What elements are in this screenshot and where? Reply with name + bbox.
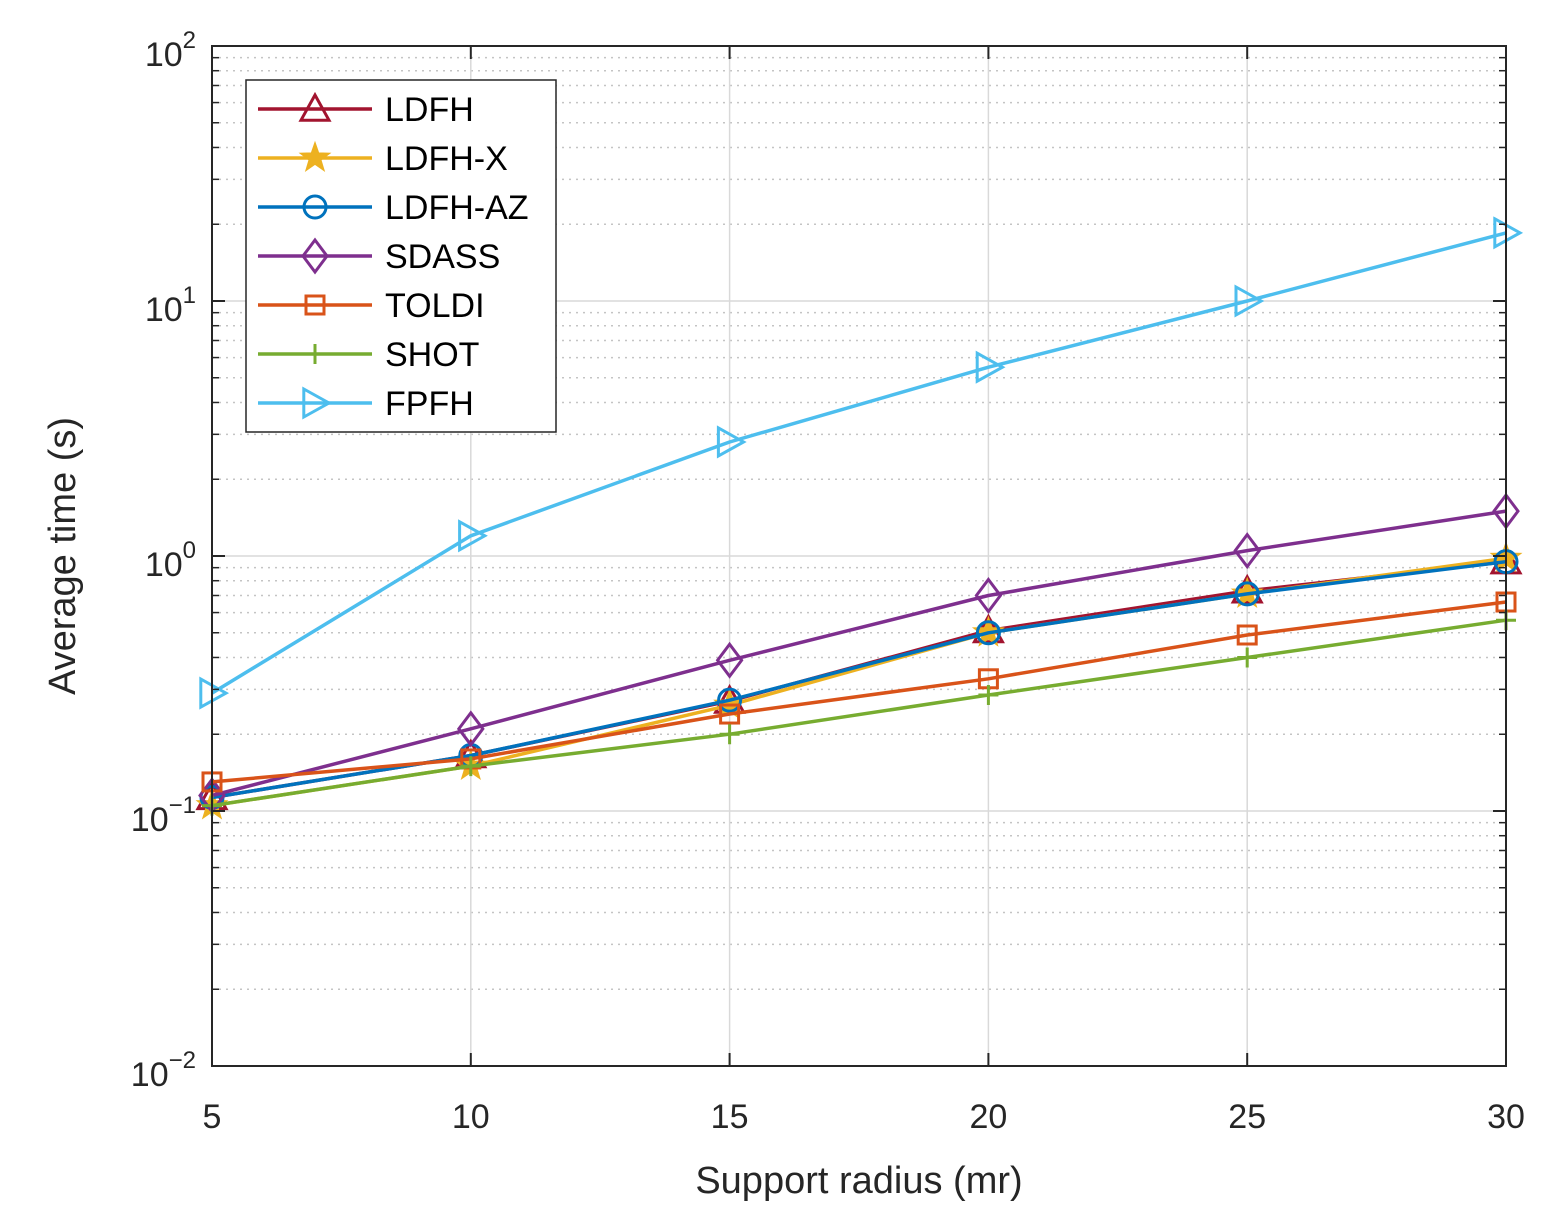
y-tick-labels: 10−2 10−1 100 101 102	[131, 27, 196, 1094]
legend: LDFH LDFH-X LDFH-AZ SDASS TOLDI SHOT FPFH	[245, 79, 557, 433]
series-line-toldi	[211, 600, 1507, 784]
y-axis-label: Average time (s)	[42, 417, 84, 695]
data-point-toldi	[719, 703, 741, 725]
legend-marker	[302, 386, 333, 420]
legend-label: LDFH	[385, 91, 474, 129]
data-point-shot	[1237, 647, 1258, 668]
data-point-fpfh	[1493, 216, 1524, 250]
data-point-ldfh-az	[717, 687, 743, 713]
legend-item-ldfh-x: LDFH-X	[258, 140, 508, 178]
legend-item-toldi: TOLDI	[258, 287, 485, 325]
data-point-fpfh	[199, 676, 230, 710]
x-tick-label: 25	[1228, 1098, 1266, 1136]
series-line-fpfh	[211, 231, 1507, 695]
y-tick-label: 102	[145, 27, 196, 74]
data-point-shot	[460, 756, 481, 777]
y-tick-label: 10−1	[131, 792, 196, 839]
legend-label: FPFH	[385, 385, 474, 423]
minor-grid	[212, 56, 1506, 990]
x-tick-label: 5	[203, 1098, 222, 1136]
legend-label: LDFH-X	[385, 140, 508, 178]
x-tick-label: 15	[711, 1098, 749, 1136]
legend-item-shot: SHOT	[258, 336, 479, 374]
data-point-fpfh	[975, 350, 1006, 384]
x-tick-label: 10	[452, 1098, 490, 1136]
y-tick-label: 100	[145, 537, 196, 584]
data-point-fpfh	[1234, 284, 1265, 318]
data-point-toldi	[1236, 624, 1258, 646]
legend-marker	[305, 344, 325, 364]
data-point-sdass	[715, 641, 744, 679]
series-fpfh	[199, 216, 1524, 710]
legend-label: SHOT	[385, 336, 479, 374]
legend-label: SDASS	[385, 238, 500, 276]
legend-marker	[298, 91, 332, 122]
x-tick-label: 30	[1487, 1098, 1525, 1136]
x-tick-labels: 5 10 15 20 25 30	[203, 1098, 1525, 1136]
data-point-ldfh-az	[1234, 581, 1260, 607]
data-point-fpfh	[716, 425, 747, 459]
legend-marker	[304, 294, 326, 316]
data-point-sdass	[974, 577, 1003, 614]
data-point-sdass	[456, 710, 485, 748]
data-point-shot	[978, 685, 999, 706]
series-line-sdass	[211, 509, 1507, 798]
data-point-shot	[719, 724, 740, 745]
y-tick-label: 10−2	[131, 1047, 196, 1094]
legend-label: TOLDI	[385, 287, 485, 325]
axis-ticks	[211, 45, 1507, 1067]
data-point-ldfh-az	[975, 620, 1001, 646]
legend-item-ldfh-az: LDFH-AZ	[258, 189, 529, 227]
x-axis-label: Support radius (mr)	[695, 1160, 1022, 1202]
legend-item-sdass: SDASS	[258, 237, 500, 276]
data-point-fpfh	[458, 519, 488, 553]
data-point-sdass	[1233, 532, 1262, 570]
legend-label: LDFH-AZ	[385, 189, 529, 227]
series-line-shot	[211, 618, 1507, 808]
legend-item-fpfh: FPFH	[258, 385, 474, 423]
y-tick-label: 101	[145, 282, 196, 329]
legend-marker	[301, 237, 329, 275]
legend-marker	[302, 194, 328, 220]
legend-item-ldfh: LDFH	[258, 91, 474, 129]
series-layer	[195, 216, 1524, 820]
x-tick-label: 20	[969, 1098, 1007, 1136]
legend-marker	[298, 140, 332, 172]
